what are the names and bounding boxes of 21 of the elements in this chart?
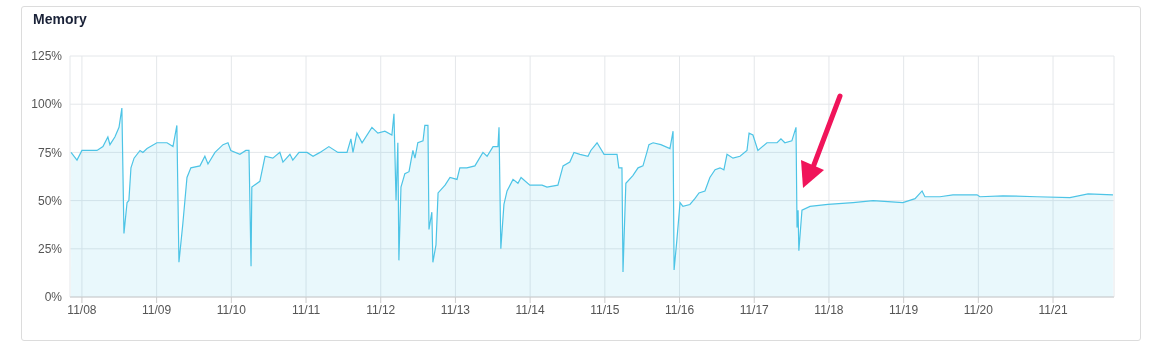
x-tick-label: 11/09	[142, 302, 172, 317]
x-tick-label: 11/14	[515, 302, 546, 317]
x-tick-label: 11/18	[814, 302, 844, 317]
x-tick-label: 11/20	[963, 302, 994, 317]
x-tick-label: 11/10	[216, 302, 247, 317]
x-tick-label: 11/21	[1038, 302, 1068, 317]
y-tick-label: 0%	[44, 290, 63, 305]
x-tick-label: 11/08	[67, 302, 97, 317]
y-tick-label: 125%	[31, 49, 63, 64]
y-tick-label: 75%	[37, 145, 63, 160]
x-tick-label: 11/19	[889, 302, 919, 317]
x-tick-label: 11/17	[739, 302, 770, 317]
x-tick-label: 11/12	[366, 302, 396, 317]
x-tick-label: 11/11	[291, 302, 321, 317]
x-tick-label: 11/13	[440, 302, 471, 317]
y-tick-label: 25%	[37, 242, 63, 257]
chart-title: Memory	[33, 11, 87, 27]
y-tick-label: 50%	[37, 193, 63, 208]
y-tick-label: 100%	[31, 97, 63, 112]
x-tick-label: 11/15	[590, 302, 620, 317]
x-tick-label: 11/16	[664, 302, 695, 317]
